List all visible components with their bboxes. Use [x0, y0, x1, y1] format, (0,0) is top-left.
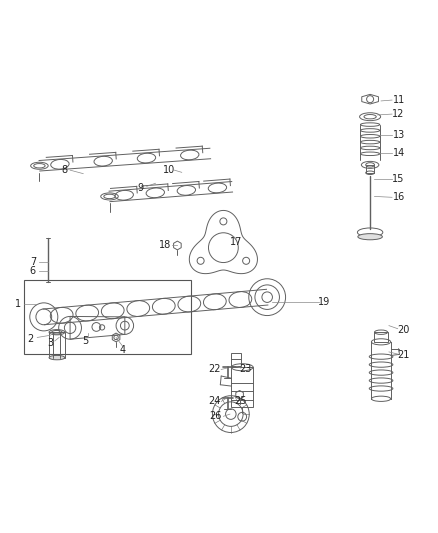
Text: 8: 8 [62, 165, 68, 175]
Text: 26: 26 [210, 411, 222, 421]
Bar [231, 367, 253, 407]
Bar [24, 280, 191, 354]
Text: 21: 21 [397, 350, 409, 360]
Bar [374, 332, 388, 342]
Text: 14: 14 [392, 149, 405, 158]
Text: 9: 9 [137, 183, 143, 192]
Bar [231, 353, 241, 366]
Text: 19: 19 [318, 296, 330, 306]
Bar [366, 165, 374, 173]
Text: 18: 18 [159, 240, 172, 251]
Text: 23: 23 [239, 365, 251, 374]
Text: 17: 17 [230, 237, 243, 247]
Ellipse shape [49, 356, 65, 360]
Text: 12: 12 [392, 109, 405, 119]
Text: 24: 24 [208, 397, 221, 406]
Bar [49, 332, 65, 358]
Text: 13: 13 [392, 130, 405, 140]
Text: 4: 4 [120, 345, 126, 355]
Text: 25: 25 [234, 397, 246, 406]
Text: 20: 20 [397, 325, 409, 335]
Text: 15: 15 [392, 174, 405, 184]
Text: 10: 10 [162, 165, 175, 175]
Text: 11: 11 [392, 95, 405, 105]
Text: 16: 16 [392, 192, 405, 203]
Text: 7: 7 [30, 257, 36, 267]
Text: 22: 22 [208, 365, 221, 374]
Text: 5: 5 [82, 336, 88, 346]
Text: 6: 6 [30, 266, 36, 276]
Ellipse shape [358, 233, 382, 240]
Text: 2: 2 [28, 334, 34, 344]
Text: 1: 1 [14, 298, 21, 309]
Text: 3: 3 [47, 338, 53, 348]
